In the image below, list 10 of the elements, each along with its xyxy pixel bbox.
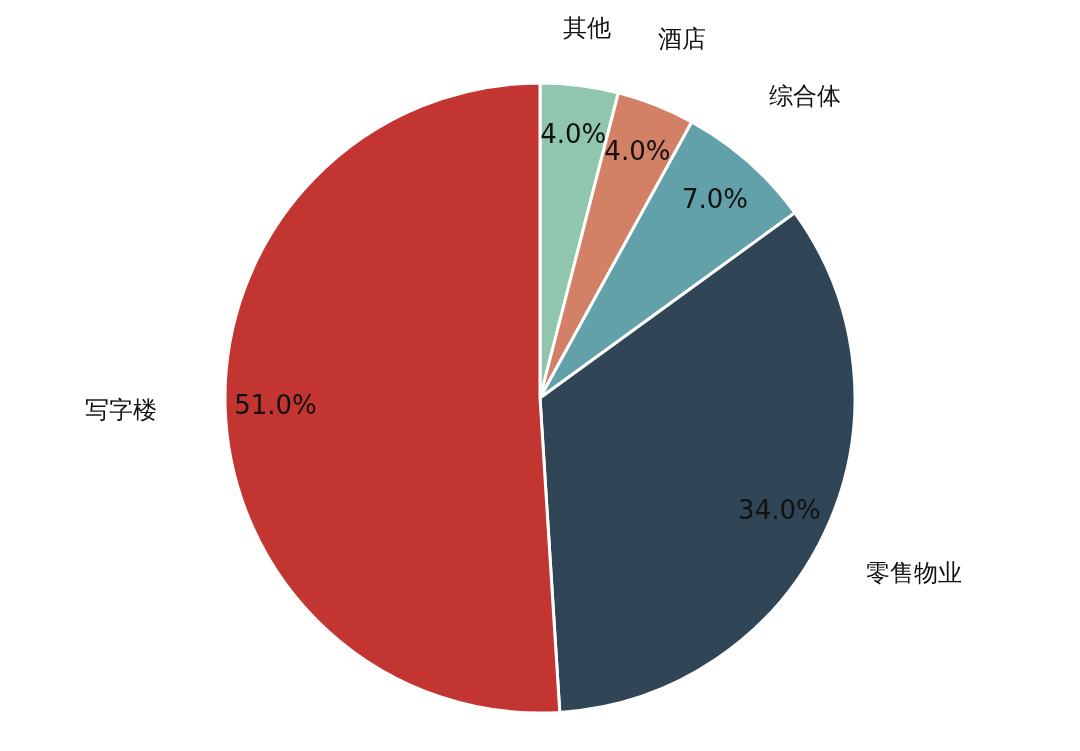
slice-label: 酒店: [657, 24, 706, 53]
data-label: 4.0%: [540, 119, 607, 150]
slice-label: 其他: [562, 13, 611, 42]
slice-label: 写字楼: [85, 396, 158, 425]
data-label: 51.0%: [234, 390, 317, 421]
slice-label: 零售物业: [866, 559, 963, 588]
data-label: 4.0%: [604, 135, 671, 166]
data-label: 34.0%: [738, 494, 821, 525]
data-label: 7.0%: [681, 183, 749, 214]
slice-label: 综合体: [769, 82, 842, 111]
